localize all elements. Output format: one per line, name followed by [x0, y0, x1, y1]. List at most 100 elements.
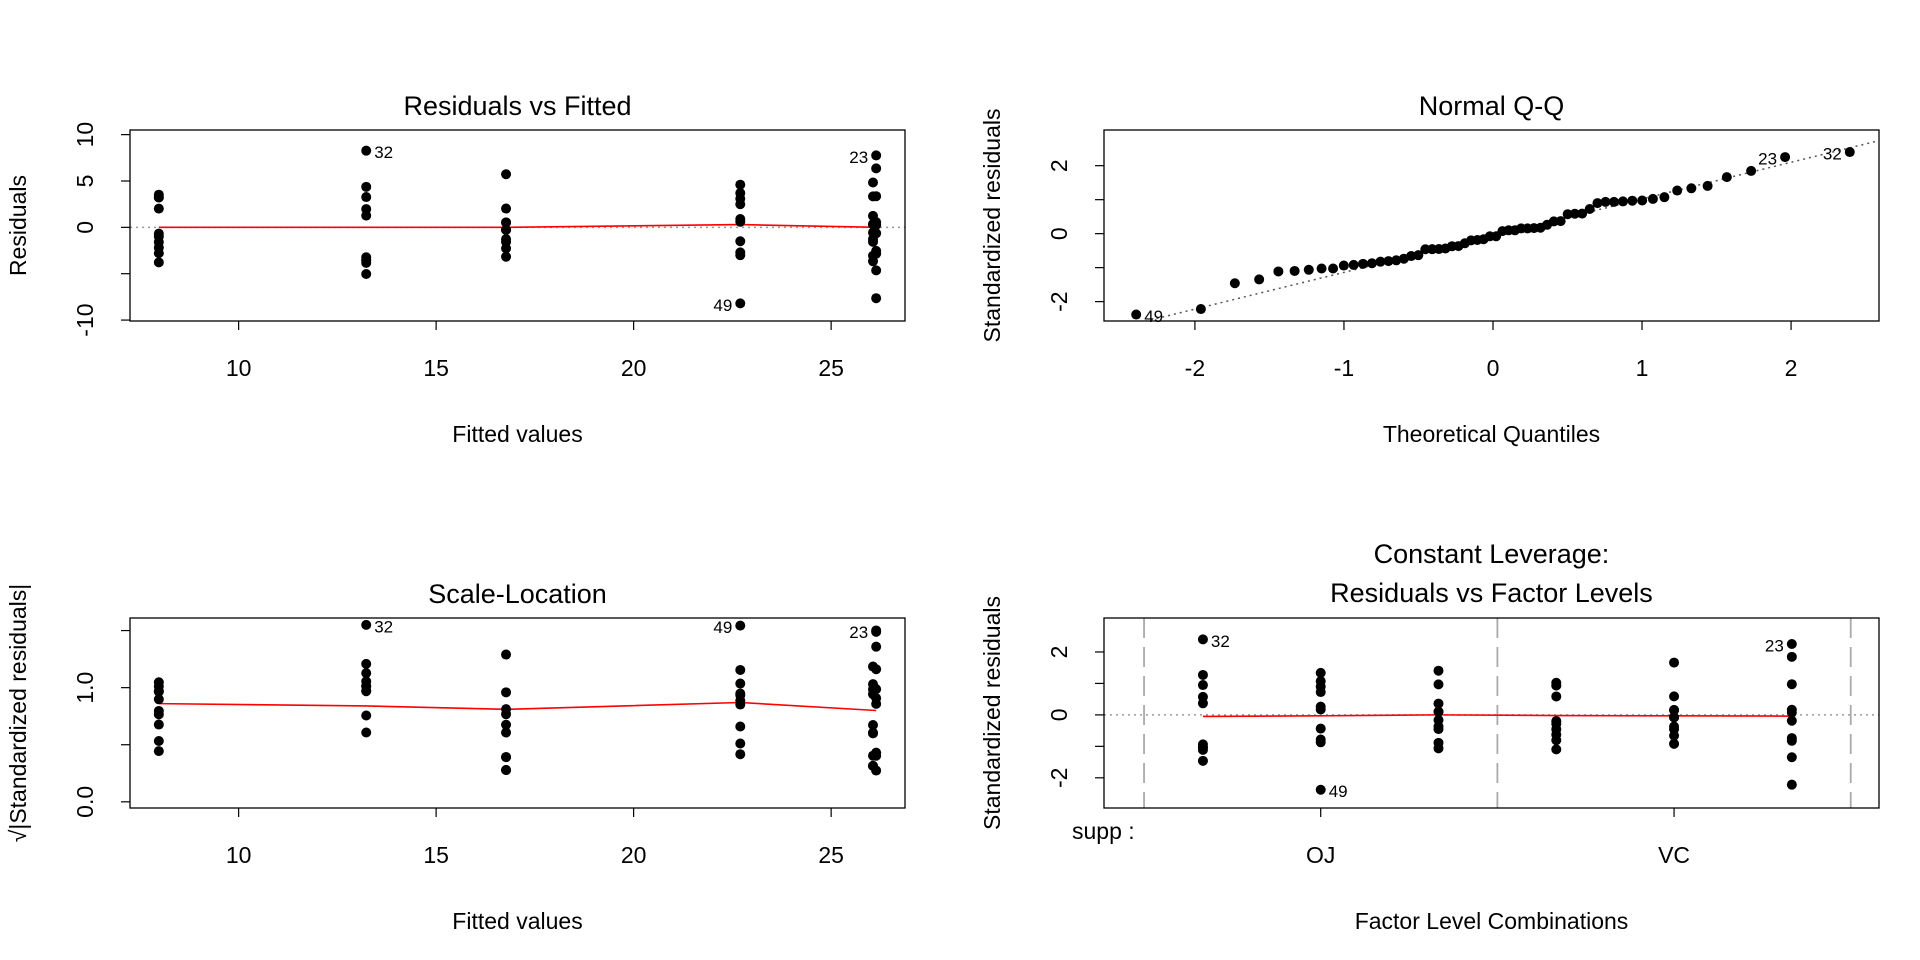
- point: [1786, 752, 1797, 763]
- point: [1273, 266, 1284, 277]
- point-label: 49: [1144, 307, 1163, 326]
- y-tick-label: 2: [1046, 159, 1072, 172]
- point: [501, 217, 512, 228]
- point-label: 49: [713, 296, 732, 315]
- y-axis-title: Residuals: [5, 175, 31, 276]
- x-tick-label: 15: [423, 355, 449, 381]
- point: [1433, 665, 1444, 676]
- point: [868, 210, 879, 221]
- smooth-line: [1202, 714, 1792, 718]
- point: [735, 620, 746, 631]
- y-axis-title: √|Standardized residuals|: [5, 584, 31, 843]
- point: [361, 710, 372, 721]
- point: [361, 210, 372, 221]
- point: [361, 727, 372, 738]
- x-axis-title: Factor Level Combinations: [1355, 908, 1629, 934]
- x-tick-label: 20: [621, 842, 647, 868]
- point: [868, 177, 879, 188]
- point: [1433, 679, 1444, 690]
- point: [868, 728, 879, 739]
- point-label: 23: [1758, 150, 1777, 169]
- point: [1197, 755, 1208, 766]
- chart-title: Constant Leverage:: [1374, 539, 1610, 569]
- point: [1669, 712, 1680, 723]
- point-label: 23: [1765, 636, 1784, 655]
- y-tick-label: 10: [72, 122, 98, 148]
- point: [871, 150, 882, 161]
- point: [1197, 680, 1208, 691]
- point: [1358, 258, 1369, 269]
- point: [1647, 193, 1658, 204]
- point: [501, 169, 512, 180]
- point: [1686, 183, 1697, 194]
- y-axis-title: Standardized residuals: [979, 596, 1005, 830]
- point: [361, 192, 372, 203]
- x-axis-title: Theoretical Quantiles: [1383, 421, 1600, 447]
- point: [1433, 737, 1444, 748]
- point: [1551, 691, 1562, 702]
- point: [1669, 705, 1680, 716]
- point-label: 32: [1823, 145, 1842, 164]
- point: [1338, 260, 1349, 271]
- point: [1328, 263, 1339, 274]
- point: [1375, 256, 1386, 267]
- point: [1637, 195, 1648, 206]
- point: [1197, 698, 1208, 709]
- factor-label: supp :: [1072, 818, 1135, 844]
- point-label: 32: [1211, 632, 1230, 651]
- chart-title: Residuals vs Factor Levels: [1330, 578, 1653, 608]
- x-tick-label: 15: [423, 842, 449, 868]
- point: [1786, 651, 1797, 662]
- plot-area: [130, 145, 905, 309]
- point: [1391, 255, 1402, 266]
- point: [1131, 309, 1142, 320]
- x-tick-label: 1: [1636, 355, 1649, 381]
- point: [1289, 265, 1300, 276]
- plot-box: [1103, 129, 1880, 322]
- point: [1433, 721, 1444, 732]
- x-axis-title: Fitted values: [452, 908, 582, 934]
- point: [868, 250, 879, 261]
- point: [1584, 203, 1595, 214]
- point: [1786, 735, 1797, 746]
- point: [153, 694, 164, 705]
- point: [153, 248, 164, 259]
- point: [871, 265, 882, 276]
- point: [735, 179, 746, 190]
- point: [735, 247, 746, 258]
- point: [361, 619, 372, 630]
- point: [1721, 172, 1732, 183]
- plot-area: [1131, 139, 1879, 321]
- point: [1669, 738, 1680, 749]
- point: [501, 234, 512, 245]
- point: [1669, 730, 1680, 741]
- chart-title: Normal Q-Q: [1419, 91, 1565, 121]
- point: [1315, 784, 1326, 795]
- point: [153, 231, 164, 242]
- point: [1672, 185, 1683, 196]
- point: [1786, 704, 1797, 715]
- point: [501, 719, 512, 730]
- point: [1786, 715, 1797, 726]
- point: [1551, 735, 1562, 746]
- point: [735, 699, 746, 710]
- point: [1551, 680, 1562, 691]
- point-label: 49: [1329, 782, 1348, 801]
- point: [1786, 679, 1797, 690]
- point: [1609, 196, 1620, 207]
- point: [501, 243, 512, 254]
- point: [868, 750, 879, 761]
- point: [1746, 165, 1757, 176]
- x-tick-label: 2: [1785, 355, 1798, 381]
- point: [1383, 256, 1394, 267]
- point: [735, 749, 746, 760]
- x-axis-title: Fitted values: [452, 421, 582, 447]
- y-tick-label: -10: [72, 303, 98, 336]
- point: [1315, 723, 1326, 734]
- point: [1569, 208, 1580, 219]
- point: [1413, 250, 1424, 261]
- point: [871, 163, 882, 174]
- point: [153, 719, 164, 730]
- point: [868, 219, 879, 230]
